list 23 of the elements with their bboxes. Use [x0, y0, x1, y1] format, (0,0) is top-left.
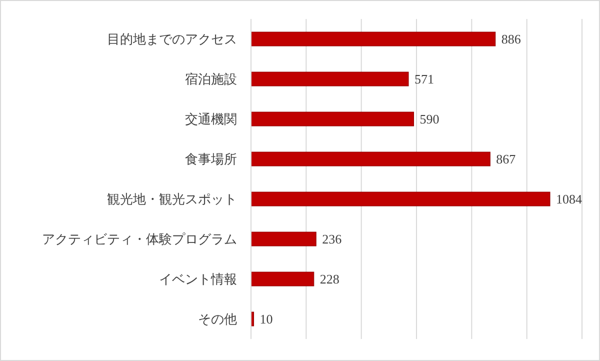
- bar: [250, 272, 314, 286]
- bar: [250, 72, 409, 86]
- y-tick-label: 交通機関: [185, 112, 237, 127]
- y-tick-label: その他: [198, 312, 237, 327]
- bar: [250, 112, 414, 126]
- y-tick-label: 観光地・観光スポット: [107, 192, 237, 207]
- bar: [250, 32, 496, 46]
- data-label: 867: [496, 152, 516, 167]
- data-label: 571: [414, 72, 434, 87]
- data-label: 886: [501, 32, 522, 47]
- y-tick-label: 宿泊施設: [185, 72, 237, 87]
- data-label: 228: [320, 272, 340, 287]
- bar: [250, 152, 490, 166]
- data-label: 1084: [556, 192, 583, 207]
- data-label: 10: [260, 312, 273, 327]
- data-label: 590: [420, 112, 440, 127]
- data-label: 236: [322, 232, 342, 247]
- y-tick-label: 食事場所: [185, 152, 237, 167]
- y-tick-label: 目的地までのアクセス: [107, 32, 237, 47]
- bar: [250, 192, 550, 206]
- bar: [250, 232, 316, 246]
- y-tick-label: イベント情報: [159, 272, 237, 287]
- y-tick-label: アクティビティ・体験プログラム: [42, 232, 237, 247]
